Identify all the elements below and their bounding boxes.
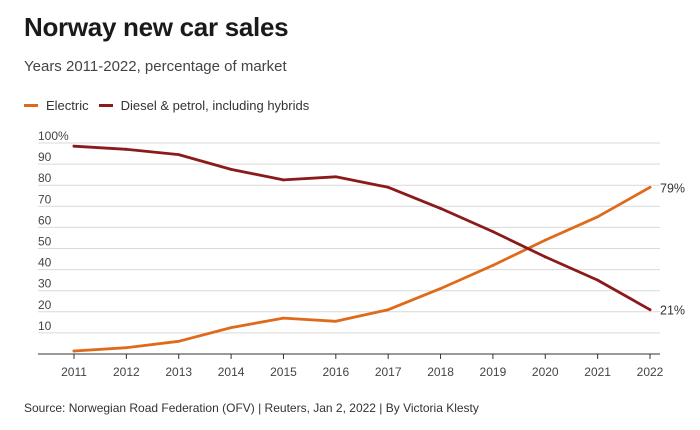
y-tick-label: 30: [38, 277, 52, 291]
data-point-electric: [491, 263, 495, 267]
data-point-electric: [439, 287, 442, 290]
y-tick-label: 100%: [38, 129, 69, 143]
x-tick-label: 2012: [113, 365, 140, 379]
x-tick-label: 2016: [322, 365, 349, 379]
y-tick-label: 10: [38, 319, 52, 333]
series-line-diesel-petrol: [72, 144, 652, 312]
data-point-diesel-petrol: [334, 175, 338, 179]
x-tick-label: 2019: [480, 365, 507, 379]
legend: Electric Diesel & petrol, including hybr…: [24, 98, 319, 113]
data-point-diesel-petrol: [439, 207, 442, 210]
data-point-diesel-petrol: [386, 185, 390, 189]
chart-subtitle: Years 2011-2022, percentage of market: [24, 58, 287, 75]
data-point-electric: [543, 238, 547, 242]
y-tick-label: 50: [38, 235, 52, 249]
x-tick-label: 2022: [637, 365, 664, 379]
x-tick-label: 2013: [165, 365, 192, 379]
series-line-electric: [72, 185, 652, 353]
data-point-electric: [177, 339, 181, 343]
y-tick-label: 70: [38, 192, 52, 206]
x-tick-label: 2017: [375, 365, 402, 379]
data-point-diesel-petrol: [596, 278, 600, 282]
x-tick-label: 2021: [584, 365, 611, 379]
y-tick-label: 40: [38, 256, 52, 270]
legend-label-diesel-petrol: Diesel & petrol, including hybrids: [120, 98, 310, 113]
x-tick-label: 2020: [532, 365, 559, 379]
end-label-electric: 79%: [660, 181, 685, 195]
data-point-diesel-petrol: [124, 147, 128, 151]
end-label-diesel-petrol: 21%: [660, 304, 685, 318]
legend-swatch-electric: [24, 104, 38, 107]
source-note: Source: Norwegian Road Federation (OFV) …: [24, 401, 479, 415]
x-tick-label: 2015: [270, 365, 297, 379]
legend-label-electric: Electric: [46, 98, 89, 113]
data-point-diesel-petrol: [282, 178, 285, 182]
data-point-electric: [124, 346, 128, 350]
chart-title: Norway new car sales: [24, 12, 289, 42]
data-point-diesel-petrol: [72, 144, 76, 148]
data-point-electric: [648, 185, 652, 189]
legend-swatch-diesel-petrol: [98, 104, 113, 107]
data-point-diesel-petrol: [229, 167, 233, 171]
legend-item-diesel-petrol: Diesel & petrol, including hybrids: [98, 98, 310, 113]
y-tick-label: 60: [38, 213, 52, 227]
data-point-diesel-petrol: [648, 308, 652, 312]
data-point-diesel-petrol: [491, 230, 495, 234]
x-tick-label: 2018: [427, 365, 454, 379]
x-tick-label: 2014: [218, 365, 245, 379]
data-point-electric: [386, 308, 390, 312]
y-tick-label: 90: [38, 150, 52, 164]
data-point-electric: [334, 319, 338, 323]
data-point-electric: [282, 316, 285, 320]
y-tick-label: 80: [38, 171, 52, 185]
data-point-electric: [596, 215, 600, 219]
data-point-electric: [72, 349, 76, 353]
data-point-electric: [229, 326, 233, 330]
data-point-diesel-petrol: [177, 153, 181, 157]
legend-item-electric: Electric: [24, 98, 89, 113]
x-tick-label: 2011: [61, 365, 87, 379]
data-point-diesel-petrol: [543, 255, 547, 259]
y-tick-label: 20: [38, 298, 52, 312]
